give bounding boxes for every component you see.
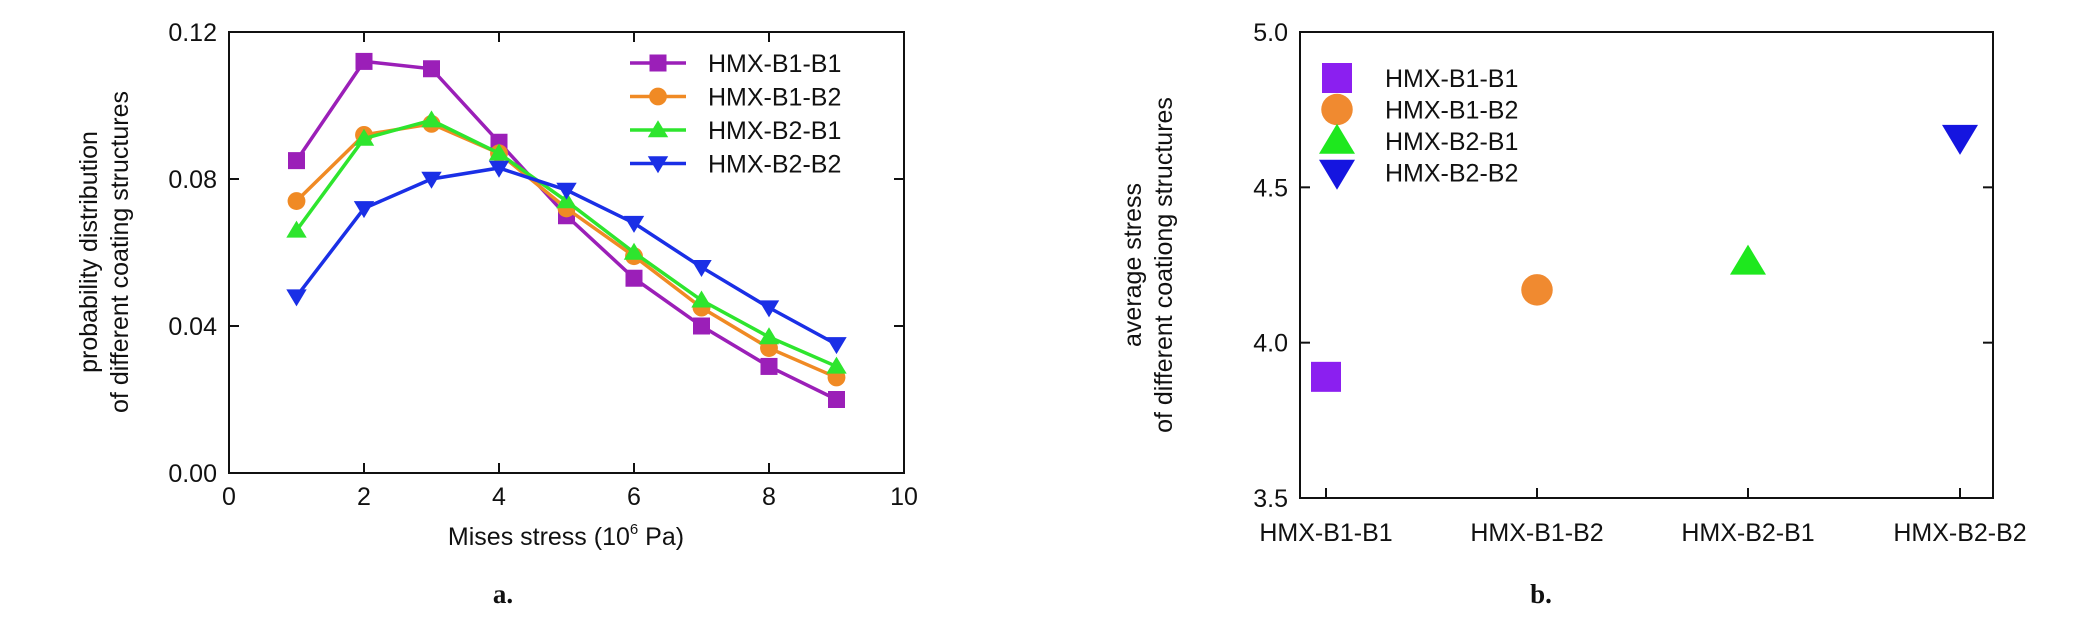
data-point [353,201,375,219]
x-tick-label: HMX-B2-B2 [1893,519,2026,547]
chart-a-xlabel: Mises stress (106 Pa) [448,521,684,551]
legend-marker [1321,93,1353,126]
data-point [691,290,712,308]
x-tick-label: HMX-B2-B1 [1681,519,1814,547]
legend-marker [647,156,669,174]
data-point [421,171,442,189]
data-point [826,337,847,355]
legend-marker [1319,123,1355,154]
data-point [286,289,307,307]
data-point [423,60,440,78]
data-point [287,192,306,210]
chart-b-ylabel-line1: average stress [1119,183,1147,347]
data-point [488,160,510,178]
data-point [353,128,375,146]
legend-label: HMX-B2-B1 [708,117,841,145]
data-point [1311,361,1341,392]
data-point [288,152,305,170]
legend-label: HMX-B1-B1 [1385,65,1518,93]
data-point [286,220,307,238]
legend-marker [647,120,669,138]
data-point [691,259,712,277]
data-point [758,300,780,318]
x-tick-label: HMX-B1-B1 [1259,519,1392,547]
legend-marker [1319,159,1355,190]
data-point [355,52,373,70]
x-tick-label: HMX-B1-B2 [1470,519,1603,547]
data-point [826,356,847,374]
chart-a-series [286,52,847,408]
x-tick-label: 8 [762,483,776,511]
data-point [693,317,710,335]
x-tick-label: 0 [222,483,236,511]
y-tick-label: 0.00 [168,460,217,488]
data-point [421,110,442,128]
data-point [828,391,845,408]
y-tick-label: 0.12 [168,19,217,47]
chart-a-ylabel-line1: probability distribution [75,131,103,373]
legend-marker [649,54,667,72]
y-tick-label: 5.0 [1253,19,1288,47]
data-point [488,143,510,161]
data-point [1942,124,1978,155]
legend-label: HMX-B1-B1 [708,50,841,78]
x-tick-label: 4 [492,483,506,511]
chart-b-series [1311,124,1978,392]
legend-label: HMX-B2-B1 [1385,128,1518,156]
legend-label: HMX-B1-B2 [708,84,841,112]
data-point [556,182,577,200]
legend-label: HMX-B2-B2 [1385,160,1518,188]
y-tick-label: 0.04 [168,313,217,341]
y-tick-label: 0.08 [168,166,217,194]
chart-a-plot-frame [228,31,905,474]
chart-a: 0 2 4 6 8 10 0.00 0.04 0.08 0.12 probability dist… [75,19,918,609]
x-tick-label: 10 [890,483,918,511]
x-tick-label: 6 [627,483,641,511]
chart-b-plot-frame [1299,31,1994,499]
legend-marker [1322,63,1352,93]
legend-marker [649,87,667,106]
data-point [625,269,643,287]
chart-b-legend: HMX-B1-B1 HMX-B1-B2 HMX-B2-B1 HMX-B2-B2 [1319,63,1518,190]
chart-b-panel-label: b. [1530,579,1552,609]
legend-label: HMX-B1-B2 [1385,97,1518,125]
x-tick-label: 2 [357,483,371,511]
data-point [760,357,778,375]
chart-a-legend: HMX-B1-B1 HMX-B1-B2 HMX-B2-B1 HMX-B2-B2 [630,50,841,179]
chart-b-ylabel-line2: of different coationg structures [1150,97,1178,433]
data-point [623,215,645,233]
y-tick-label: 4.0 [1253,330,1288,358]
chart-a-ylabel-line2: of different coating structures [106,91,134,413]
data-point [758,327,780,345]
data-point [623,242,645,260]
data-point [1730,244,1766,275]
data-point [1521,274,1553,306]
chart-a-ticks: 0 2 4 6 8 10 0.00 0.04 0.08 0.12 [168,19,918,511]
legend-label: HMX-B2-B2 [708,151,841,179]
series-line [295,59,838,402]
y-tick-label: 3.5 [1253,485,1288,513]
chart-a-panel-label: a. [493,579,513,609]
y-tick-label: 4.5 [1253,174,1288,202]
